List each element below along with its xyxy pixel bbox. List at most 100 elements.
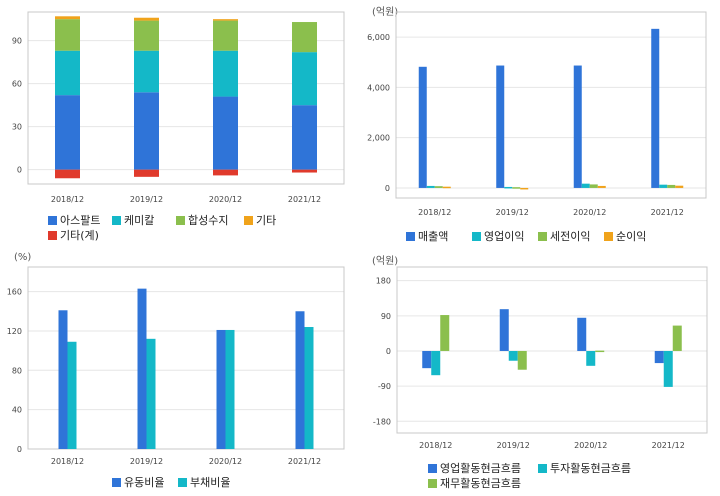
- x-tick-label: 2021/12: [288, 195, 321, 204]
- legend-label: 유동비율: [124, 476, 165, 489]
- bar: [137, 288, 147, 449]
- legend-item-asphalt[interactable]: 아스팔트: [48, 213, 100, 228]
- y-tick-label: -90: [378, 382, 391, 391]
- y-tick-label: 0: [386, 347, 391, 356]
- y-tick-label: 2,000: [367, 134, 390, 143]
- bar: [422, 350, 432, 369]
- legend-label: 기타: [256, 214, 277, 227]
- bar: [440, 315, 450, 351]
- x-tick-label: 2021/12: [288, 457, 321, 466]
- bar-segment: [213, 50, 238, 97]
- x-tick-label: 2018/12: [51, 195, 84, 204]
- x-tick-label: 2018/12: [51, 457, 84, 466]
- unit-label: (억원): [372, 7, 399, 18]
- y-tick-label: 120: [7, 327, 22, 336]
- legend-item-synthetic-resin[interactable]: 합성수지: [176, 213, 228, 228]
- plot-frame: [396, 266, 708, 434]
- composition-chart: 0 30 60 90 2018/12 2019/12 2020/12 2021/12: [12, 11, 345, 204]
- bar: [581, 183, 590, 188]
- legend-swatch: [428, 464, 437, 473]
- cashflow-chart: -180 -90 0 90 180 2018/12 2019/12 2020/12 2021/1…: [373, 266, 708, 450]
- bar: [520, 187, 529, 190]
- legend-item-investing-cf[interactable]: 투자활동현금흐름: [538, 461, 631, 476]
- bar-segment: [292, 52, 317, 106]
- x-tick-label: 2020/12: [574, 441, 607, 450]
- legend-swatch: [538, 232, 547, 241]
- legend-item-revenue[interactable]: 매출액: [406, 229, 448, 244]
- x-tick-label: 2019/12: [497, 441, 530, 450]
- plot-frame: [27, 11, 345, 185]
- bar: [146, 338, 156, 449]
- bar: [304, 327, 314, 449]
- bar-segment: [55, 169, 80, 179]
- bar: [295, 311, 305, 449]
- legend-item-financing-cf[interactable]: 재무활동현금흐름: [428, 476, 521, 491]
- legend-label: 영업이익: [484, 230, 525, 243]
- legend-label: 세전이익: [550, 230, 591, 243]
- bar: [496, 65, 505, 188]
- legend-swatch: [472, 232, 481, 241]
- x-tick-label: 2020/12: [209, 195, 242, 204]
- bar: [654, 350, 664, 364]
- bar: [517, 350, 527, 370]
- plot-frame: [27, 266, 345, 450]
- x-tick-label: 2020/12: [209, 457, 242, 466]
- bar: [225, 329, 235, 449]
- y-tick-label: 60: [12, 80, 22, 89]
- x-tick-label: 2018/12: [418, 208, 451, 217]
- bar: [216, 329, 226, 449]
- y-tick-label: 0: [17, 166, 22, 175]
- x-tick-label: 2020/12: [573, 208, 606, 217]
- bar-segment: [55, 50, 80, 96]
- legend-label: 케미칼: [124, 214, 155, 227]
- legend-swatch: [604, 232, 613, 241]
- x-tick-label: 2021/12: [651, 208, 684, 217]
- bar: [499, 309, 509, 351]
- chart-panel-composition: 0 30 60 90 2018/12 2019/12 2020/12 2021/12 아스팔트…: [0, 0, 360, 248]
- chart-panel-income: (억원) 0 2,000 4,000 6,000 2018/12 2019/12 2020/…: [360, 0, 720, 248]
- legend-item-net-profit[interactable]: 순이익: [604, 229, 646, 244]
- bar: [67, 341, 77, 449]
- legend-swatch: [406, 232, 415, 241]
- bar-segment: [292, 169, 317, 173]
- bar: [434, 186, 443, 188]
- legend-item-operating-cf[interactable]: 영업활동현금흐름: [428, 461, 521, 476]
- bar: [672, 325, 682, 351]
- legend-item-other[interactable]: 기타: [244, 213, 276, 228]
- bar: [663, 350, 673, 387]
- x-tick-label: 2019/12: [496, 208, 529, 217]
- bar: [597, 185, 606, 188]
- ratio-chart: 0 40 80 120 160 2018/12 2019/12 2020/12 2021/12: [7, 266, 345, 466]
- legend-swatch: [112, 216, 121, 225]
- x-tick-label: 2019/12: [130, 457, 163, 466]
- legend-item-operating-profit[interactable]: 영업이익: [472, 229, 524, 244]
- income-chart: 0 2,000 4,000 6,000 2018/12 2019/12 2020/12 202…: [367, 11, 707, 217]
- legend-item-other-total[interactable]: 기타(계): [48, 228, 99, 243]
- y-tick-label: 80: [12, 366, 22, 375]
- x-tick-label: 2021/12: [652, 441, 685, 450]
- bar-segment: [134, 92, 159, 170]
- y-tick-label: -180: [373, 417, 391, 426]
- unit-label: (%): [14, 252, 32, 263]
- legend-item-current-ratio[interactable]: 유동비율: [112, 475, 164, 490]
- legend-item-debt-ratio[interactable]: 부채비율: [178, 475, 230, 490]
- bar: [595, 350, 605, 353]
- y-tick-label: 90: [381, 312, 391, 321]
- bar-segment: [213, 19, 238, 21]
- legend-swatch: [48, 216, 57, 225]
- bar-segment: [134, 17, 159, 21]
- y-tick-label: 6,000: [367, 33, 390, 42]
- bar-segment: [55, 19, 80, 51]
- legend-item-chemical[interactable]: 케미칼: [112, 213, 154, 228]
- bar-segment: [292, 105, 317, 170]
- bar: [508, 350, 518, 361]
- legend-swatch: [176, 216, 185, 225]
- y-tick-label: 90: [12, 37, 22, 46]
- chart-panel-cashflow: (억원) -180 -90 0 90 180 2018/12 2019/12 2020/12 2…: [360, 248, 720, 496]
- y-tick-label: 0: [17, 445, 22, 454]
- legend-item-pretax-profit[interactable]: 세전이익: [538, 229, 590, 244]
- bar: [426, 185, 435, 188]
- legend-label: 투자활동현금흐름: [550, 462, 631, 475]
- legend-swatch: [538, 464, 547, 473]
- legend-label: 재무활동현금흐름: [440, 477, 521, 490]
